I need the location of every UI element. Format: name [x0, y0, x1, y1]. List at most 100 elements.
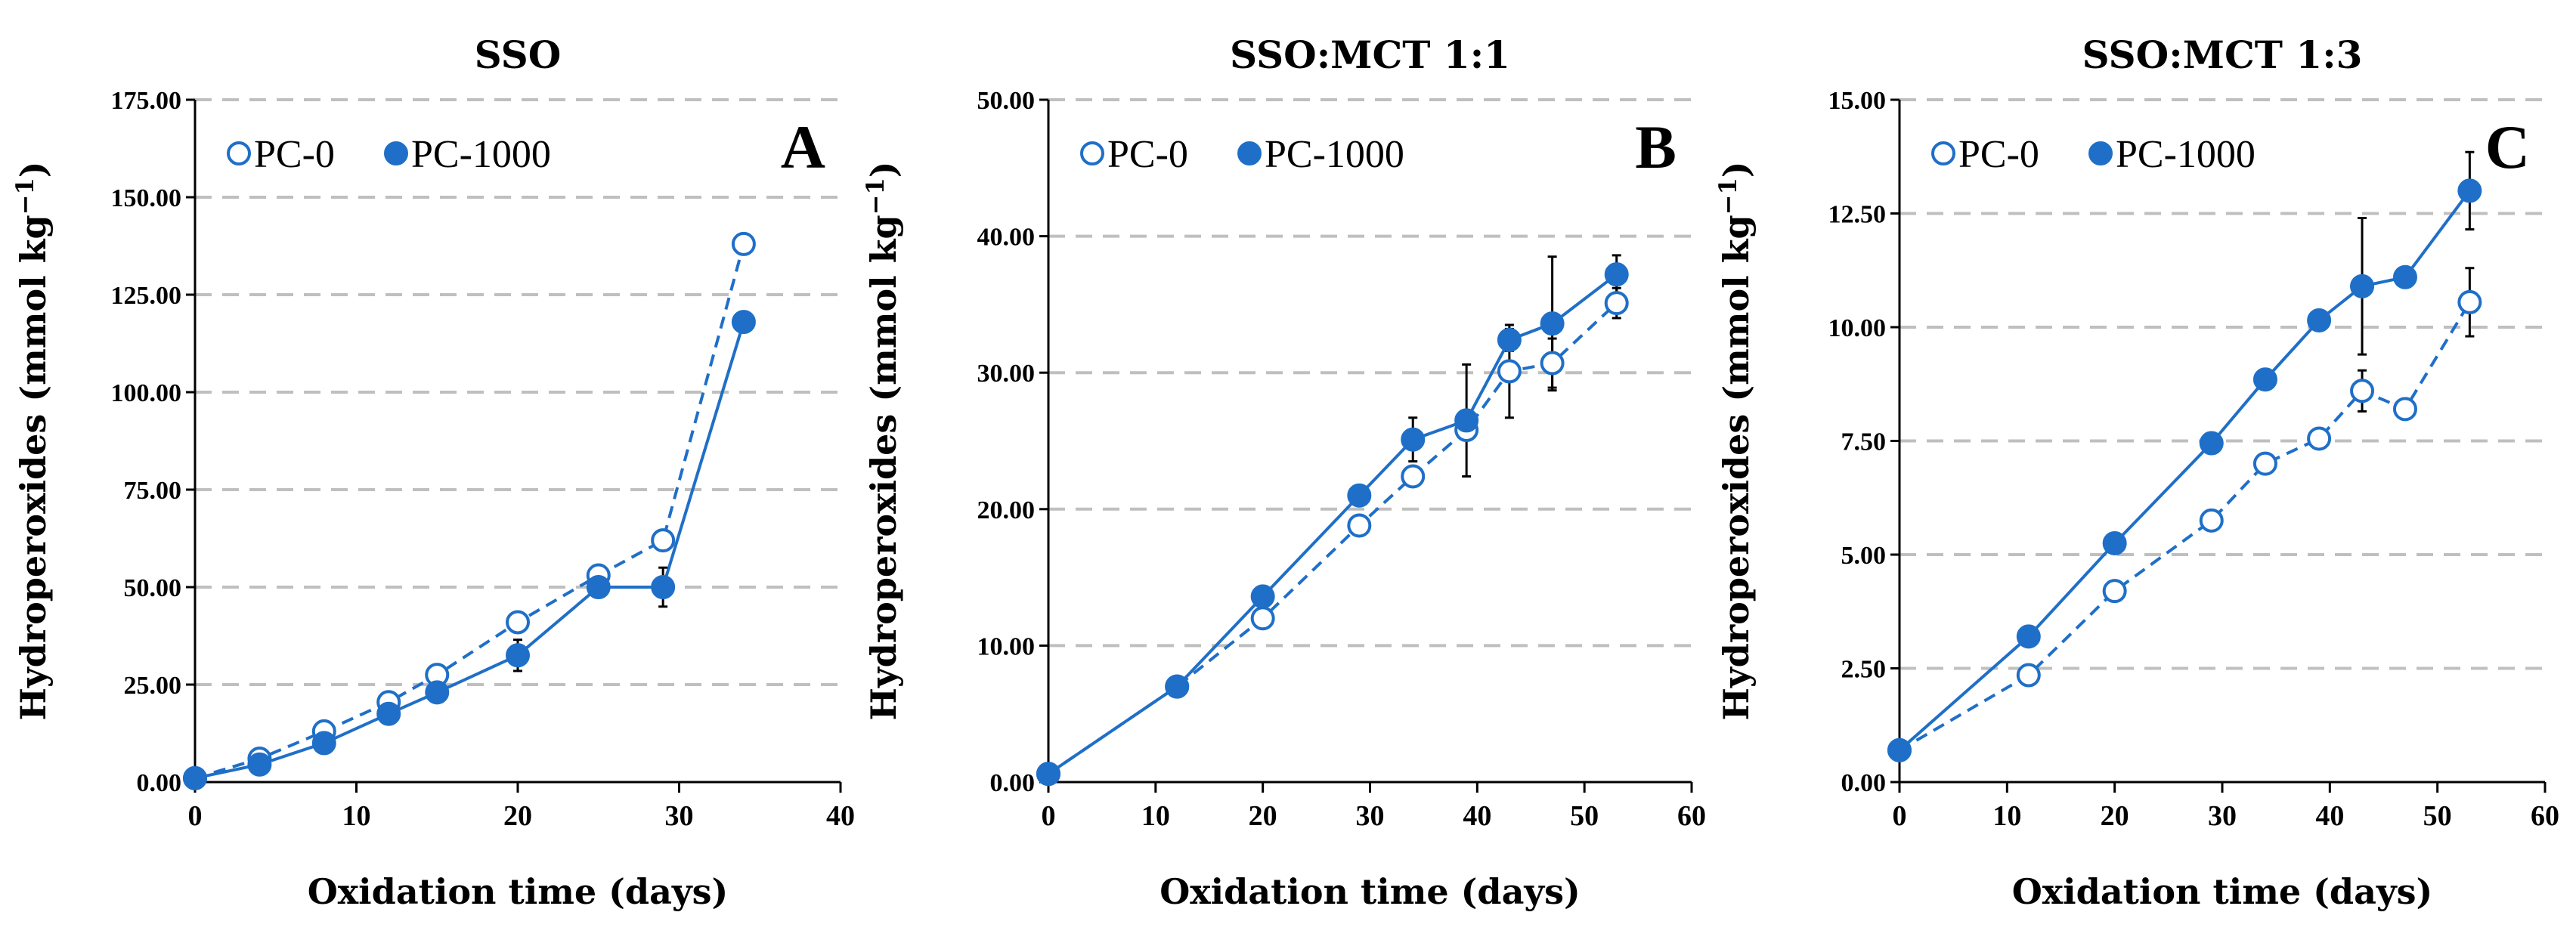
- legend-marker-pc-1000: [1237, 141, 1262, 165]
- legend-marker-pc-0: [1931, 141, 1955, 165]
- data-point-pc-0: [651, 528, 676, 553]
- y-tick-label: 0.00: [1841, 769, 1887, 797]
- y-tick-label: 10.00: [1828, 314, 1887, 342]
- y-tick-label: 50.00: [124, 574, 182, 602]
- x-tick-label: 40: [826, 800, 855, 832]
- x-tick-label: 0: [1042, 800, 1056, 832]
- data-point-pc-0: [2199, 508, 2224, 533]
- legend-label: PC-1000: [1265, 133, 1404, 176]
- data-point-pc-1000: [1165, 674, 1190, 699]
- legend-marker-pc-1000: [2088, 141, 2113, 165]
- legend-marker-pc-0: [1080, 141, 1104, 165]
- y-axis-label: Hydroperoxides (mmol kg−1): [1714, 161, 1757, 720]
- x-tick-label: 0: [188, 800, 203, 832]
- data-point-pc-1000: [1540, 311, 1565, 336]
- data-point-pc-1000: [1036, 762, 1060, 787]
- y-tick-label: 0.00: [137, 769, 182, 797]
- panel-letter: B: [1635, 113, 1677, 181]
- y-tick-label: 50.00: [977, 87, 1036, 115]
- y-tick-label: 2.50: [1841, 656, 1887, 684]
- data-point-pc-1000: [2457, 178, 2482, 203]
- data-point-pc-0: [1347, 513, 1372, 538]
- x-axis-label: Oxidation time (days): [308, 871, 729, 912]
- panel-letter: A: [781, 113, 825, 181]
- data-point-pc-0: [2307, 426, 2332, 451]
- data-point-pc-1000: [425, 680, 450, 705]
- legend-label: PC-0: [1958, 133, 2039, 176]
- data-point-pc-1000: [506, 643, 530, 668]
- data-point-pc-1000: [1347, 483, 1372, 508]
- y-tick-label: 0.00: [990, 769, 1036, 797]
- data-point-pc-0: [1401, 464, 1426, 489]
- y-tick-label: 15.00: [1828, 87, 1887, 115]
- data-point-pc-0: [1540, 351, 1565, 376]
- chart-panel-a: 0.00 25.00 50.00 75.00 100.00 125.00 150.00 175…: [11, 32, 855, 912]
- data-point-pc-0: [1250, 606, 1275, 631]
- data-point-pc-1000: [1604, 262, 1629, 287]
- data-point-pc-1000: [1887, 737, 1912, 762]
- y-tick-label: 20.00: [977, 496, 1036, 524]
- y-tick-label: 40.00: [977, 224, 1036, 252]
- x-axis-label: Oxidation time (days): [1160, 871, 1581, 912]
- x-tick-label: 50: [2423, 800, 2452, 832]
- data-point-pc-1000: [311, 731, 336, 756]
- series-line-pc-1000: [1898, 190, 2471, 752]
- x-tick-label: 60: [1677, 800, 1706, 832]
- panel-letter: C: [2485, 113, 2530, 181]
- chart-title: SSO:MCT 1:3: [2082, 32, 2363, 77]
- data-point-pc-0: [2102, 579, 2127, 604]
- x-tick-label: 20: [2101, 800, 2129, 832]
- data-point-pc-1000: [1401, 427, 1426, 452]
- chart-title: SSO:MCT 1:1: [1230, 32, 1510, 77]
- series-line-pc-0: [194, 243, 745, 780]
- chart-title: SSO: [475, 32, 562, 77]
- x-tick-label: 30: [665, 800, 694, 832]
- legend-label: PC-0: [254, 133, 335, 176]
- data-point-pc-1000: [586, 575, 611, 599]
- x-tick-label: 30: [2208, 800, 2237, 832]
- chart-panel-c: 0.00 2.50 5.00 7.50 10.00 12.50 15.00 0 10 20 30 40…: [1714, 32, 2559, 912]
- x-tick-label: 40: [1463, 800, 1491, 832]
- y-axis-label: Hydroperoxides (mmol kg−1): [11, 161, 54, 720]
- data-point-pc-1000: [376, 701, 401, 726]
- data-point-pc-1000: [247, 752, 272, 777]
- data-point-pc-0: [1497, 359, 1522, 384]
- data-point-pc-1000: [731, 310, 756, 335]
- data-point-pc-1000: [1250, 584, 1275, 609]
- x-tick-label: 40: [2315, 800, 2344, 832]
- series-line-pc-1000: [1047, 273, 1618, 775]
- data-point-pc-1000: [651, 575, 676, 599]
- y-tick-label: 125.00: [111, 282, 182, 310]
- y-tick-label: 100.00: [111, 379, 182, 407]
- x-tick-label: 10: [1992, 800, 2021, 832]
- data-point-pc-0: [2252, 451, 2277, 476]
- y-axis-label: Hydroperoxides (mmol kg−1): [861, 161, 904, 720]
- data-point-pc-1000: [2252, 367, 2277, 392]
- y-tick-label: 12.50: [1828, 201, 1887, 229]
- y-tick-label: 175.00: [111, 87, 182, 115]
- data-point-pc-1000: [2307, 308, 2332, 332]
- x-axis-label: Oxidation time (days): [2012, 871, 2433, 912]
- x-tick-label: 20: [1249, 800, 1277, 832]
- data-point-pc-0: [506, 610, 530, 635]
- data-point-pc-1000: [2392, 264, 2417, 289]
- legend-label: PC-1000: [2116, 133, 2256, 176]
- legend-marker-pc-1000: [384, 141, 408, 165]
- y-tick-label: 30.00: [977, 360, 1036, 388]
- data-point-pc-0: [731, 231, 756, 256]
- chart-panel-b: 0.00 10.00 20.00 30.00 40.00 50.00 0 10 20 30 40 50…: [861, 32, 1706, 912]
- legend-label: PC-1000: [411, 133, 551, 176]
- series-line-pc-0: [1898, 301, 2472, 752]
- data-point-pc-1000: [2016, 624, 2041, 649]
- x-tick-label: 30: [1356, 800, 1385, 832]
- y-tick-label: 7.50: [1841, 428, 1887, 456]
- data-point-pc-1000: [183, 765, 207, 790]
- legend-marker-pc-0: [227, 141, 251, 165]
- y-tick-label: 25.00: [124, 672, 182, 700]
- data-point-pc-0: [2392, 397, 2417, 422]
- data-point-pc-1000: [2350, 274, 2375, 298]
- y-tick-label: 10.00: [977, 632, 1036, 660]
- y-tick-label: 75.00: [124, 477, 182, 505]
- x-tick-label: 60: [2531, 800, 2559, 832]
- x-tick-label: 0: [1893, 800, 1907, 832]
